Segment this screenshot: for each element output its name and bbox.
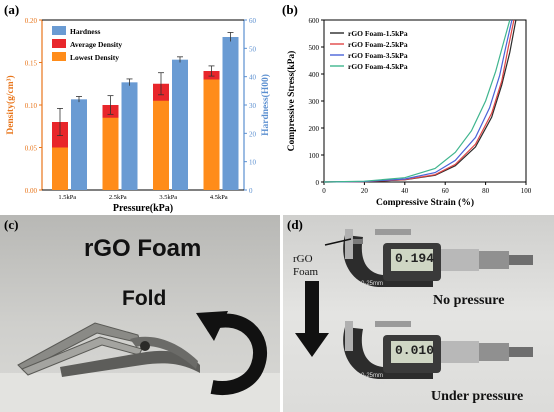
- x-tick-label: 60: [442, 187, 450, 195]
- fold-arrowhead-icon: [196, 311, 228, 341]
- x-tick-label: 0: [322, 187, 326, 195]
- hardness-bar: [222, 37, 239, 190]
- legend-swatch: [52, 52, 66, 61]
- lowest-density-bar: [153, 100, 169, 190]
- left-y-axis-title: Density(g/cm³): [5, 75, 16, 134]
- x-tick-label: 1.5kPa: [58, 194, 76, 201]
- legend-swatch: [52, 26, 66, 35]
- y-tick-label: 0: [316, 179, 320, 187]
- lowest-density-bar: [203, 79, 220, 190]
- foam-label-line1: rGO: [293, 253, 313, 265]
- foam-strip-lower: [60, 350, 200, 377]
- y-axis-title: Compressive Stress(kPa): [286, 51, 297, 152]
- left-tick-label: 0.10: [25, 102, 38, 110]
- resolution-label-bottom: 0.001mm: [361, 380, 387, 386]
- panel-label-d: (d): [287, 217, 303, 232]
- legend-label: rGO Foam-1.5kPa: [348, 29, 408, 38]
- readout-top: 0.194: [395, 251, 435, 266]
- micrometer-top: [343, 229, 533, 287]
- legend-label: rGO Foam-2.5kPa: [348, 40, 408, 49]
- legend-label: Average Density: [70, 40, 122, 49]
- foam-pointer-line: [324, 238, 352, 246]
- legend-label: Lowest Density: [70, 53, 119, 62]
- rgo-foam-title: rGO Foam: [84, 235, 202, 262]
- left-tick-label: 0.00: [25, 187, 38, 195]
- legend-label: rGO Foam-3.5kPa: [348, 51, 408, 60]
- right-tick-label: 40: [249, 74, 257, 82]
- x-tick-label: 20: [361, 187, 369, 195]
- down-arrow-icon: [295, 333, 329, 357]
- panel-label-b: (b): [282, 2, 298, 17]
- x-tick-label: 3.5kPa: [159, 194, 177, 201]
- right-tick-label: 60: [249, 17, 257, 25]
- series-line: [323, 19, 513, 183]
- scale-label-top: 0-25mm: [361, 281, 384, 287]
- x-tick-label: 40: [401, 187, 409, 195]
- y-tick-label: 200: [309, 125, 320, 133]
- left-tick-label: 0.15: [25, 60, 38, 68]
- right-tick-label: 30: [249, 102, 257, 110]
- fold-arrow-icon: [202, 313, 267, 395]
- down-arrow-shaft-icon: [305, 281, 319, 335]
- scale-label-bottom: 0-25mm: [361, 373, 384, 379]
- right-tick-label: 20: [249, 130, 257, 138]
- right-tick-label: 0: [249, 187, 253, 195]
- y-tick-label: 300: [309, 98, 320, 106]
- x-tick-label: 4.5kPa: [210, 194, 228, 201]
- x-axis-title: Pressure(kPa): [113, 203, 173, 214]
- under-pressure-label: Under pressure: [431, 389, 524, 404]
- panel-label-c: (c): [4, 217, 19, 232]
- stress-strain-chart: 0 20 40 60 80 100 0 100 200 300 400 500 600 Compressi…: [286, 17, 532, 208]
- readout-bottom: 0.010: [395, 343, 435, 358]
- hardness-bar: [121, 82, 138, 190]
- x-axis-title: Compressive Strain (%): [376, 197, 474, 208]
- lowest-density-bar: [52, 147, 68, 190]
- series-line: [323, 19, 511, 183]
- panel-label-a: (a): [4, 2, 20, 17]
- foam-label-line2: Foam: [293, 266, 319, 278]
- fold-label: Fold: [122, 287, 167, 310]
- y-tick-label: 600: [309, 17, 320, 25]
- right-tick-label: 50: [249, 45, 257, 53]
- no-pressure-label: No pressure: [433, 293, 505, 308]
- x-tick-label: 80: [482, 187, 490, 195]
- density-hardness-chart: 0.00 0.05 0.10 0.15 0.20 0 10 20 30 40 50 60 1.5kPa 2…: [5, 17, 271, 214]
- left-tick-label: 0.05: [25, 145, 38, 153]
- hardness-bar: [172, 59, 188, 190]
- y-tick-label: 100: [309, 152, 320, 160]
- panel-a-density-hardness-chart: 0.00 0.05 0.10 0.15 0.20 0 10 20 30 40 50 60 1.5kPa 2…: [0, 0, 278, 215]
- clip-hinge: [140, 341, 150, 351]
- legend-label: rGO Foam-4.5kPa: [348, 62, 408, 71]
- y-tick-label: 400: [309, 71, 320, 79]
- x-tick-label: 2.5kPa: [109, 194, 127, 201]
- panel-d-micrometer-photo: rGO Foam 0.194 0.010 0-25mm 0.001mm 0-25…: [283, 215, 554, 412]
- y-tick-label: 500: [309, 44, 320, 52]
- x-tick-label: 100: [521, 187, 532, 195]
- right-tick-label: 10: [249, 159, 257, 167]
- panel-c-fold-photo: rGO Foam Fold (c): [0, 215, 280, 412]
- legend-swatch: [52, 39, 66, 48]
- panel-b-stress-strain-chart: 0 20 40 60 80 100 0 100 200 300 400 500 600 Compressi…: [278, 0, 554, 215]
- lowest-density-bar: [102, 117, 119, 190]
- micrometer-bottom: [343, 321, 533, 379]
- foam-label: rGO Foam: [293, 253, 318, 279]
- right-y-axis-title: Hardness(H00): [260, 74, 271, 136]
- folded-foam-illustration: [0, 311, 280, 412]
- micrometer-illustration: [295, 229, 533, 379]
- legend-label: Hardness: [70, 27, 101, 36]
- hardness-bar: [71, 99, 87, 190]
- resolution-label-top: 0.001mm: [361, 288, 387, 294]
- left-tick-label: 0.20: [25, 17, 38, 25]
